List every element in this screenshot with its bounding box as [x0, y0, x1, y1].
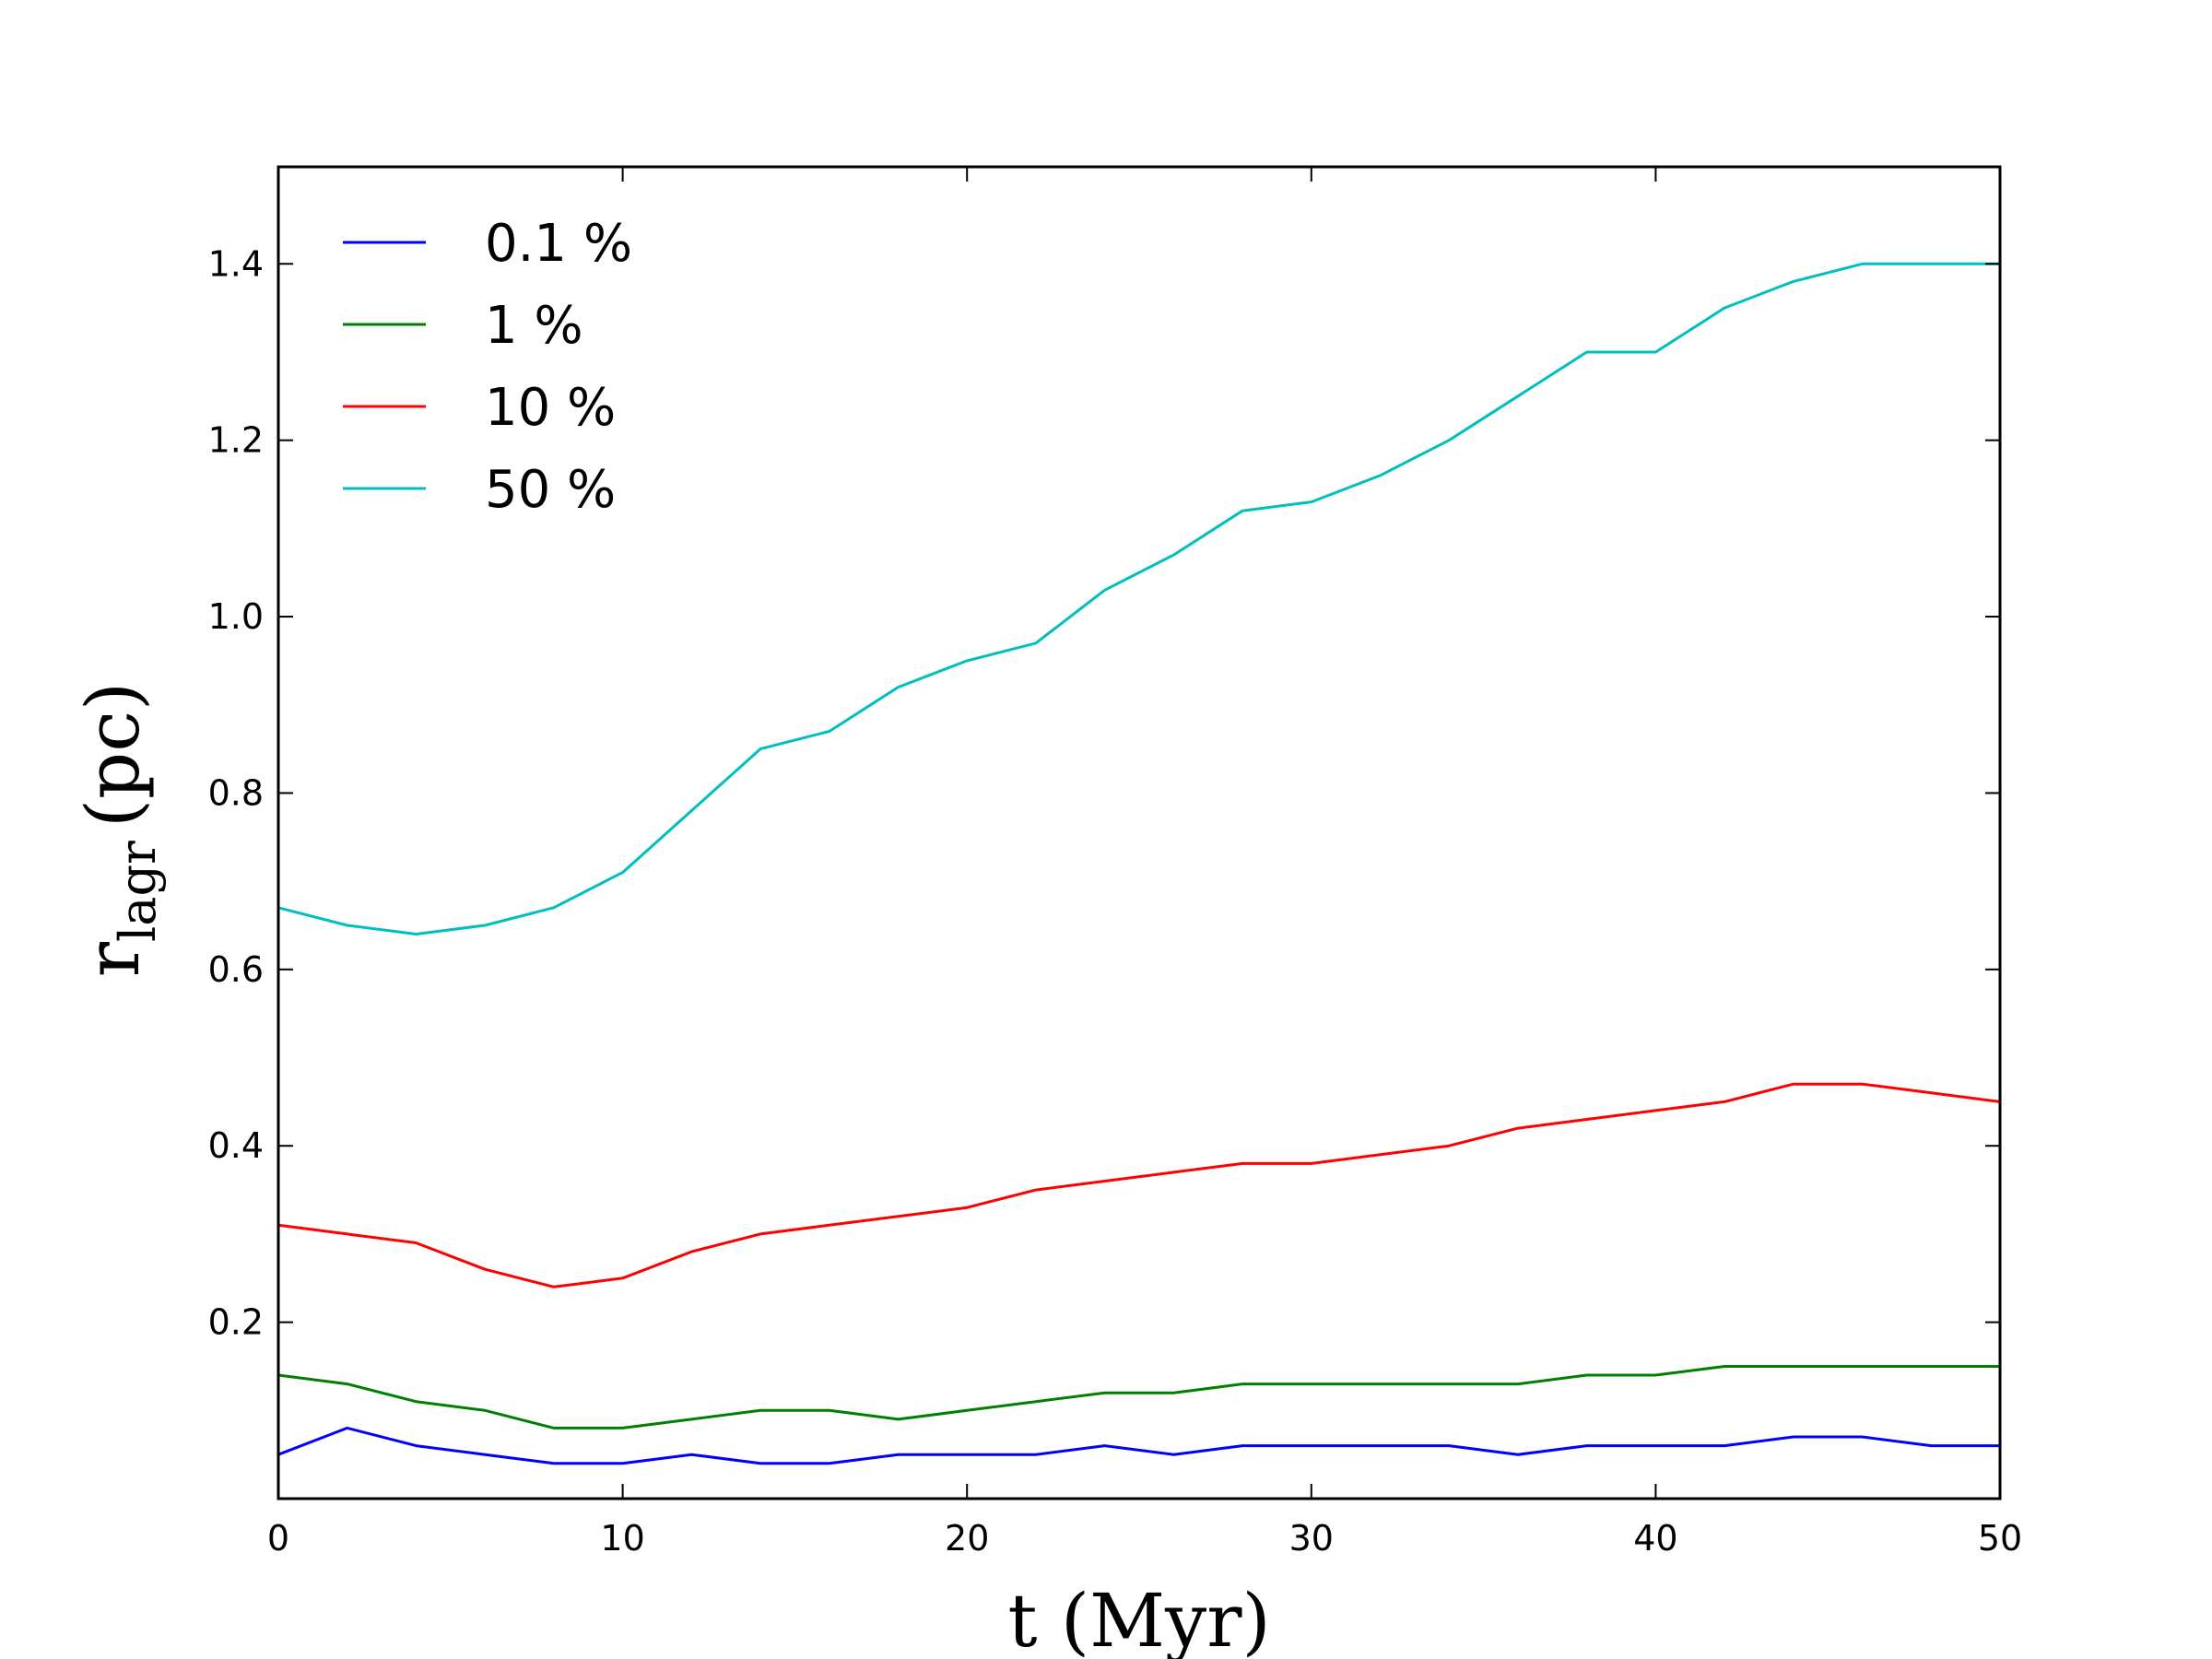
- y-tick-label: 1.0: [208, 596, 264, 637]
- x-tick-label: 50: [1978, 1518, 2022, 1559]
- x-tick-label: 30: [1289, 1518, 1334, 1559]
- legend: 0.1 % 1 % 10 % 50 %: [343, 214, 632, 520]
- y-tick-label: 0.8: [208, 772, 264, 813]
- y-tick-label: 0.4: [208, 1125, 264, 1166]
- x-tick-label: 20: [945, 1518, 989, 1559]
- series-layer: [277, 262, 2001, 1465]
- y-axis-title-unit: (pc): [70, 682, 156, 828]
- series-line-50: [277, 262, 2000, 935]
- legend-label: 0.1 %: [485, 214, 632, 274]
- y-tick-label: 1.2: [208, 420, 264, 461]
- ticks-layer: 0 10 20 30 40 50 0.2 0.4 0.6 0.8 1.0 1.2 1.4: [208, 167, 2022, 1559]
- series-line-0-1: [277, 1426, 2000, 1465]
- y-axis-title-subscript: lagr: [109, 841, 167, 942]
- x-tick-label: 40: [1633, 1518, 1677, 1559]
- legend-label: 1 %: [485, 296, 583, 356]
- y-tick-label: 1.4: [208, 243, 264, 284]
- y-tick-label: 0.2: [208, 1302, 264, 1343]
- series-line-10: [277, 1082, 2001, 1288]
- legend-label: 10 %: [485, 378, 616, 438]
- y-axis-title: rlagr (pc): [70, 682, 167, 978]
- series-line-1: [277, 1365, 2000, 1430]
- x-axis-title: t (Myr): [1007, 1578, 1270, 1659]
- plot-frame: [276, 165, 2002, 1500]
- x-tick-label: 10: [600, 1518, 644, 1559]
- y-axis-title-main: r: [70, 941, 156, 977]
- y-tick-label: 0.6: [208, 949, 264, 990]
- legend-label: 50 %: [485, 460, 616, 520]
- x-tick-label: 0: [267, 1518, 289, 1559]
